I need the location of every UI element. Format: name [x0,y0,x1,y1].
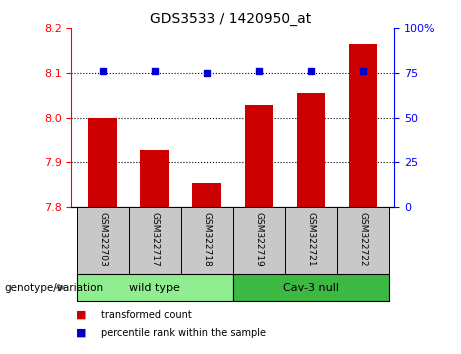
Text: GSM322718: GSM322718 [202,212,211,267]
Bar [233,207,285,274]
Bar [337,207,389,274]
Text: GSM322722: GSM322722 [358,212,367,267]
Text: ■: ■ [76,328,87,338]
Text: GSM322721: GSM322721 [307,212,315,267]
Text: GDS3533 / 1420950_at: GDS3533 / 1420950_at [150,12,311,27]
Bar [349,44,377,207]
Text: genotype/variation: genotype/variation [5,282,104,293]
Text: GSM322719: GSM322719 [254,212,263,267]
Bar [244,105,273,207]
Bar [296,93,325,207]
Bar [181,207,233,274]
Text: GSM322717: GSM322717 [150,212,159,267]
Bar [193,183,221,207]
Bar [285,207,337,274]
Bar [77,207,129,274]
Bar [233,274,389,301]
Text: GSM322703: GSM322703 [98,212,107,267]
Text: percentile rank within the sample: percentile rank within the sample [101,328,266,338]
Text: ■: ■ [76,310,87,320]
Bar [129,207,181,274]
Bar [141,150,169,207]
Bar [89,118,117,207]
Bar [77,274,233,301]
Text: Cav-3 null: Cav-3 null [283,282,339,293]
Text: transformed count: transformed count [101,310,192,320]
Text: wild type: wild type [129,282,180,293]
